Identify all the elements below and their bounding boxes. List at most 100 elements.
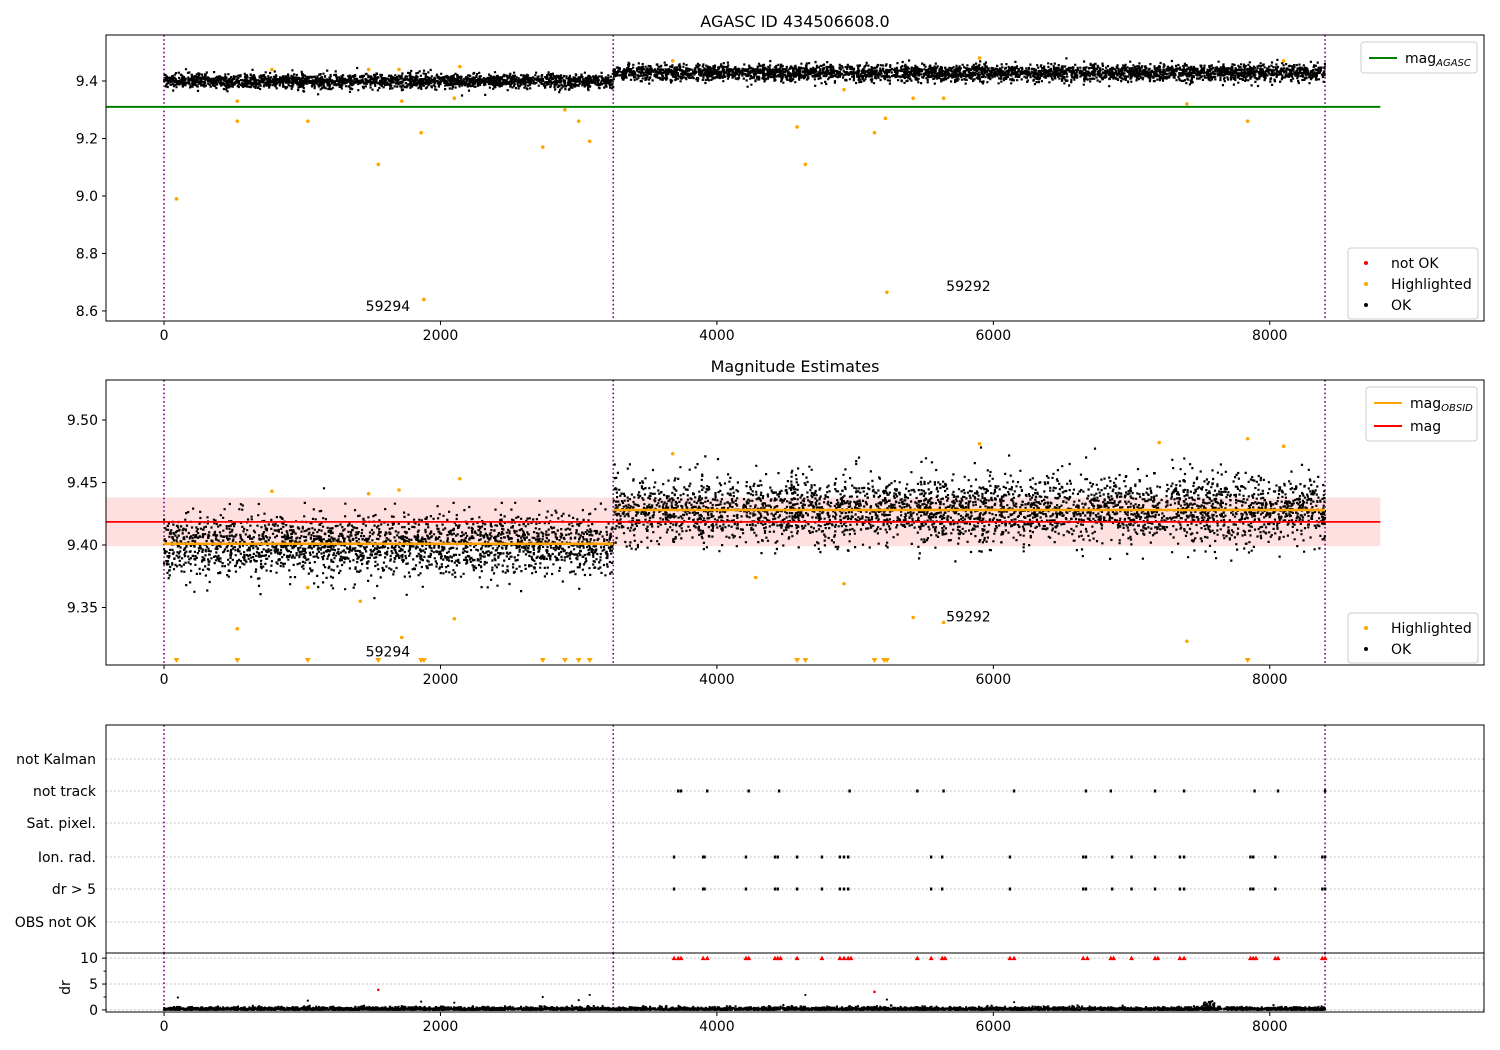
dr-clipped-marker — [1084, 955, 1090, 961]
dr-clipped-marker — [819, 955, 825, 961]
dr-ok-point — [1205, 1002, 1209, 1006]
dr-plot-area — [106, 953, 1484, 1012]
agasc-highlighted-point — [803, 162, 808, 167]
flag-ion-rad-point — [672, 855, 676, 859]
flag-ion-rad-point — [1008, 855, 1012, 859]
estimates-highlighted-point — [397, 488, 401, 492]
dr-clipped-marker — [777, 955, 783, 961]
estimates-out-of-range-marker — [173, 658, 180, 663]
flag-ion-rad-point — [744, 855, 748, 859]
dr-ok-point — [176, 996, 179, 999]
flag-dr-gt-5-point — [940, 887, 944, 891]
agasc-highlighted-point — [1281, 59, 1286, 63]
dr-clipped-marker — [1275, 955, 1281, 961]
flag-ion-rad-point — [795, 855, 799, 859]
agasc-highlighted-point — [977, 56, 982, 60]
dr-ok-point — [1207, 1000, 1211, 1003]
estimates-out-of-range-marker — [539, 658, 546, 663]
agasc-xtick-label: 4000 — [699, 328, 735, 344]
dr-clipped-marker — [928, 955, 934, 961]
agasc-highlighted-point — [458, 64, 462, 69]
flag-ion-rad-point — [940, 855, 944, 859]
estimates-highlighted-point — [842, 581, 846, 586]
agasc-points-legend-marker — [1364, 261, 1368, 265]
flag-ion-rad-point — [929, 855, 933, 859]
dr-ytick-label: 0 — [89, 1003, 98, 1019]
estimates-points-legend-box — [1347, 612, 1479, 664]
flag-not-track-point — [1012, 789, 1016, 793]
dr-clipped-marker — [794, 955, 800, 961]
flag-not-track-point — [706, 789, 709, 793]
agasc-highlighted-point — [235, 99, 240, 103]
flag-not-track-point — [942, 789, 945, 793]
agasc-highlighted-point — [563, 107, 567, 112]
dr-ok-point — [588, 993, 591, 997]
estimates-points-legend-label: Highlighted — [1391, 621, 1472, 637]
agasc-frame — [105, 34, 1485, 322]
estimates-obsid-annotation: 59292 — [946, 609, 991, 625]
flag-ion-rad-point — [1111, 855, 1114, 859]
agasc-highlighted-point — [422, 297, 426, 302]
estimates-out-of-range-marker — [883, 658, 890, 663]
flag-not-track-point — [1084, 789, 1088, 793]
dr-frame — [105, 952, 1485, 1013]
dr-clipped-marker — [746, 955, 752, 961]
estimates-ytick-label: 9.45 — [67, 476, 98, 492]
estimates-xtick-label: 2000 — [423, 672, 459, 688]
dr-ok-point — [1202, 1006, 1205, 1010]
dr-clipped-marker — [837, 955, 843, 961]
agasc-highlighted-point — [270, 67, 274, 72]
agasc-highlighted-point — [576, 119, 581, 124]
agasc-points-legend-marker — [1364, 303, 1368, 307]
estimates-highlighted-point — [235, 626, 240, 631]
flag-ion-rad-point — [1323, 855, 1327, 859]
agasc-plot-area: 59294 59292 — [106, 35, 1381, 321]
estimates-out-of-range-marker — [234, 658, 241, 663]
dr-ok-point — [1012, 1001, 1016, 1004]
estimates-highlighted-point — [753, 575, 758, 580]
estimates-out-of-range-marker — [794, 658, 801, 663]
agasc-highlighted-point — [452, 96, 457, 101]
flag-ion-rad-point — [1251, 855, 1255, 859]
flag-ion-rad-point — [701, 855, 705, 859]
dr-clipped-marker — [1181, 955, 1187, 961]
dr-clipped-marker — [671, 955, 677, 961]
flag-dr-gt-5-point — [929, 887, 933, 891]
estimates-out-of-range-marker — [802, 658, 809, 663]
flag-dr-gt-5-point — [744, 887, 748, 891]
flag-dr-gt-5-point — [776, 887, 779, 891]
flag-not-track-point — [1153, 789, 1157, 793]
agasc-ytick-label: 9.4 — [76, 74, 98, 90]
agasc-highlighted-point — [540, 145, 545, 149]
dr-clipped-marker — [678, 955, 684, 961]
flag-dr-gt-5-point — [1130, 887, 1133, 891]
flags-row-label: Sat. pixel. — [27, 816, 96, 832]
agasc-ok-points — [612, 57, 1326, 88]
dr-clipped-marker — [704, 955, 710, 961]
agasc-points-legend-label: OK — [1391, 298, 1412, 314]
flag-ion-rad-point — [1274, 855, 1277, 859]
agasc-axes: 59294 59292 AGASC ID 434506608.0 0 2000 4000 6… — [76, 12, 1485, 344]
estimates-out-of-range-marker — [561, 658, 568, 663]
agasc-ytick-label: 9.2 — [76, 131, 98, 147]
flag-ion-rad-point — [842, 855, 846, 859]
flag-dr-gt-5-point — [1178, 887, 1182, 891]
estimates-highlighted-point — [458, 476, 462, 481]
estimates-points-legend-label: OK — [1391, 642, 1412, 658]
flag-ion-rad-point — [847, 855, 850, 859]
agasc-highlighted-point — [1245, 119, 1250, 124]
dr-ytick-label: 5 — [89, 977, 98, 993]
flag-dr-gt-5-point — [795, 887, 799, 891]
estimates-ytick-label: 9.40 — [67, 538, 98, 554]
dr-xtick-label: 4000 — [699, 1019, 735, 1035]
flag-dr-gt-5-point — [701, 887, 705, 891]
dr-ok-point — [453, 1001, 456, 1004]
estimates-xtick-label: 0 — [160, 672, 169, 688]
estimates-highlighted-point — [941, 620, 946, 625]
agasc-xtick-label: 0 — [160, 328, 169, 344]
dr-ok-point — [1202, 1004, 1205, 1007]
dr-clipped-marker — [942, 955, 948, 961]
agasc-highlighted-point — [399, 99, 404, 103]
dr-ok-point — [885, 998, 889, 1001]
flag-ion-rad-point — [838, 855, 842, 859]
